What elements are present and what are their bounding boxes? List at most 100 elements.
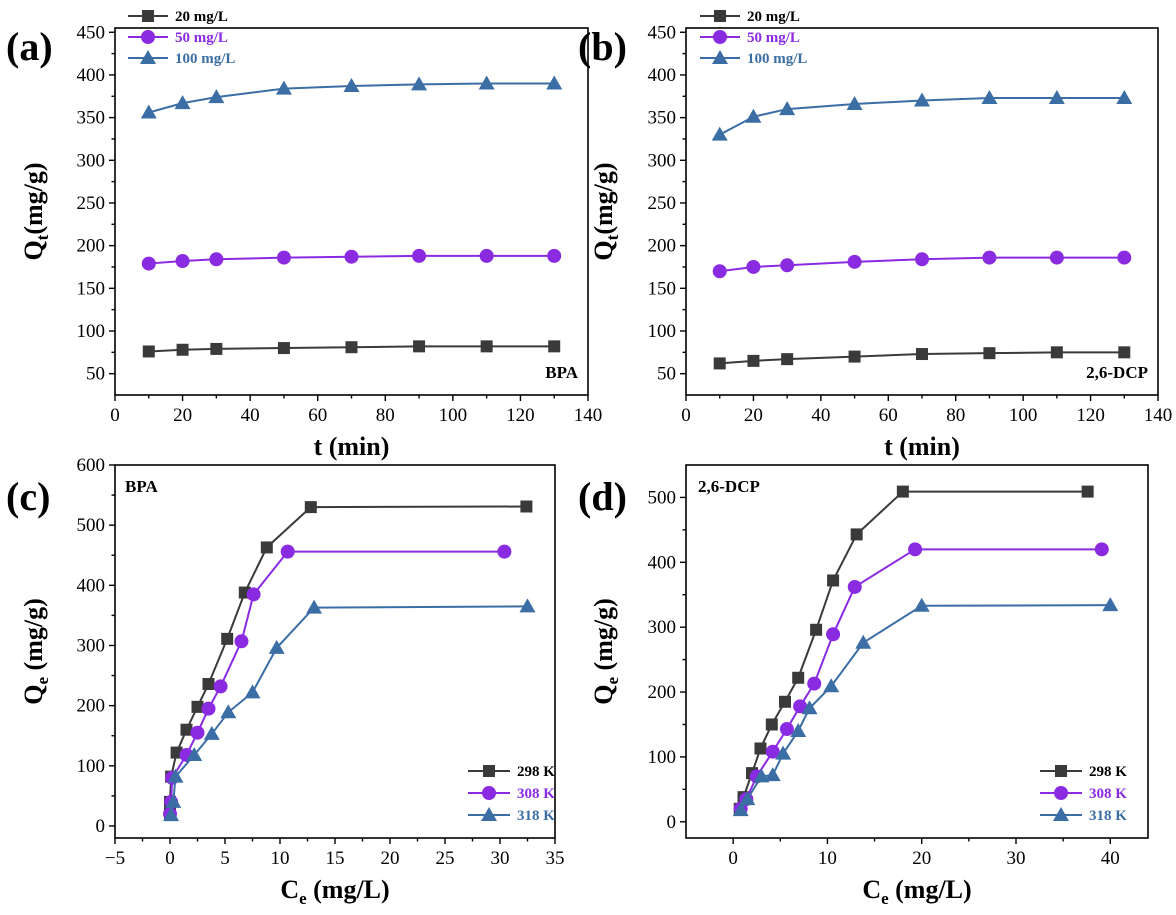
data-point (176, 343, 189, 356)
y-tick-label: 200 (648, 236, 677, 257)
y-tick-label: 600 (77, 455, 106, 476)
data-point (981, 89, 998, 104)
y-tick-label: 450 (648, 22, 677, 43)
data-point (732, 802, 749, 817)
data-point (982, 250, 997, 265)
legend-entry: 308 K (468, 786, 555, 802)
y-tick-label: 200 (77, 236, 106, 257)
data-point (801, 700, 818, 715)
data-point (780, 258, 795, 273)
legend-marker (713, 30, 727, 44)
data-point (914, 92, 930, 107)
panel-b: 0 20 40 60 80 100 120 140 50 100 150 200 250 300 350 40… (578, 9, 1172, 461)
series-50-mg-l (141, 248, 562, 271)
data-point (1118, 346, 1131, 359)
data-point (765, 718, 778, 731)
x-tick-label: 10 (271, 848, 290, 869)
panel-a: 0 20 40 60 80 100 120 140 50 100 150 200 250 300 350 40… (6, 9, 602, 461)
data-point (1049, 250, 1064, 265)
data-point (140, 104, 157, 119)
data-point (781, 353, 794, 366)
data-point (201, 701, 216, 716)
sample-annotation: BPA (125, 477, 158, 496)
data-point (916, 348, 928, 361)
data-point (209, 252, 224, 267)
series-line (170, 605, 528, 816)
x-tick-label: 35 (546, 848, 565, 869)
data-point (497, 544, 512, 559)
data-point (983, 347, 996, 360)
data-point (779, 695, 791, 708)
y-axis-title-sub: e (33, 677, 52, 685)
x-tick-label: 100 (439, 405, 468, 426)
legend-entry: 100 mg/L (700, 50, 807, 67)
x-tick-label: 140 (574, 405, 603, 426)
panel-c: −5 0 5 10 15 20 25 30 35 0 100 200 300 400 500 600 Ce (m… (6, 455, 565, 908)
data-point (847, 579, 862, 594)
data-point (764, 767, 781, 782)
y-tick-label: 300 (648, 150, 677, 171)
data-point (520, 500, 533, 513)
x-tick-label: 0 (681, 405, 691, 426)
x-axis-title: Ce (mg/L) (280, 875, 389, 908)
series-line (738, 490, 1088, 810)
x-tick-label: 25 (436, 848, 455, 869)
panel-label: (b) (578, 24, 627, 69)
data-point (275, 80, 292, 95)
data-point (191, 700, 204, 713)
data-point (779, 101, 796, 116)
data-point (213, 679, 228, 694)
legend-marker (481, 807, 497, 821)
y-tick-label: 0 (96, 816, 106, 837)
series-20-mg-l (142, 340, 561, 358)
data-point (775, 745, 792, 760)
x-tick-label: 60 (879, 405, 898, 426)
y-axis-title-rest: (mg/g) (19, 598, 48, 677)
data-point (1094, 542, 1109, 557)
y-axis-title-sub: t (33, 234, 52, 240)
legend-label: 298 K (1089, 764, 1127, 780)
data-point (1117, 250, 1132, 265)
data-point (175, 254, 190, 269)
x-tick-label: 80 (376, 405, 395, 426)
x-tick-label: 0 (110, 405, 120, 426)
y-axis-title-rest: (mg/g) (19, 162, 48, 234)
x-axis-title-rest: (mg/L) (307, 875, 390, 904)
data-point (548, 340, 561, 353)
data-point (343, 78, 360, 93)
y-tick-label: 200 (648, 682, 677, 703)
y-tick-label: 500 (648, 487, 677, 508)
series-line (148, 82, 555, 114)
legend-label: 298 K (517, 764, 555, 780)
data-point (412, 248, 427, 263)
legend-entry: 100 mg/L (128, 50, 235, 67)
data-point (896, 485, 909, 498)
x-axis-title-main: C (862, 875, 881, 904)
x-tick-label: 0 (165, 848, 175, 869)
y-tick-label: 150 (648, 278, 677, 299)
data-point (186, 746, 203, 761)
data-point (765, 744, 780, 759)
data-point (792, 671, 805, 684)
data-point (826, 627, 841, 642)
legend-entry: 318 K (1040, 807, 1127, 824)
legend-marker (140, 50, 156, 64)
x-tick-label: 120 (1076, 405, 1105, 426)
data-point (345, 341, 358, 354)
x-axis-title-rest: (mg/L) (889, 875, 972, 904)
panel-label: (a) (6, 24, 53, 69)
series-318-k (163, 598, 536, 822)
series-308-k (733, 542, 1109, 816)
data-point (276, 250, 291, 265)
data-point (915, 252, 929, 267)
data-point (810, 623, 823, 636)
data-point (823, 678, 840, 693)
legend-label: 100 mg/L (747, 51, 807, 67)
y-axis-title: Qe (mg/g) (589, 598, 622, 704)
x-tick-label: 40 (241, 405, 260, 426)
data-point (246, 587, 261, 602)
y-tick-label: 300 (77, 150, 106, 171)
legend-marker (483, 765, 495, 777)
series-50-mg-l (712, 250, 1132, 279)
data-point (754, 742, 767, 755)
